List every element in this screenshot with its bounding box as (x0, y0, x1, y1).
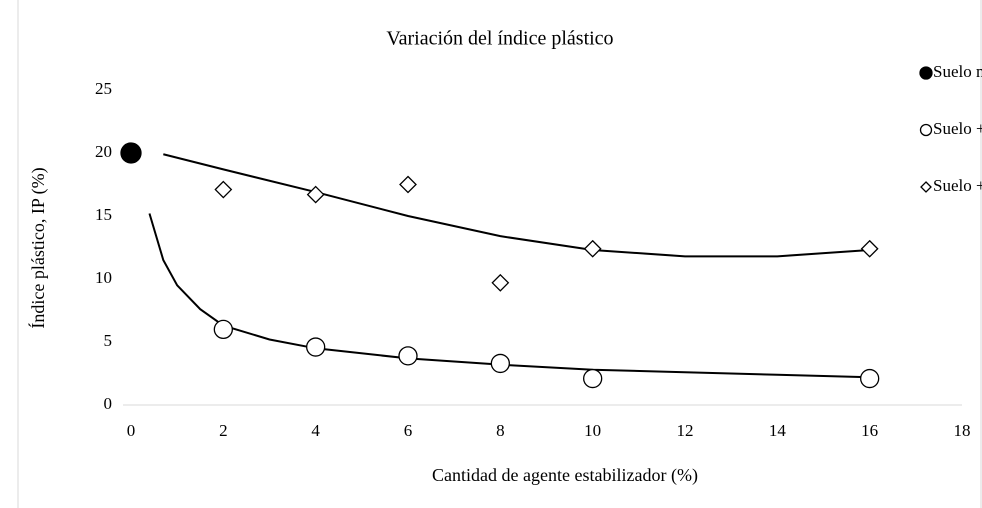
y-tick-label: 15 (95, 205, 112, 224)
point (491, 273, 510, 292)
point (583, 239, 602, 258)
point (213, 319, 233, 340)
x-tick-label: 2 (219, 421, 228, 440)
legend-label: Suelo natural (933, 62, 982, 81)
point (490, 353, 510, 374)
trendline (163, 153, 870, 258)
legend-marker (920, 181, 932, 193)
y-tick-label: 0 (104, 394, 113, 413)
x-tick-label: 10 (584, 421, 601, 440)
legend-marker (919, 66, 933, 80)
chart-title: Variación del índice plástico (386, 28, 613, 50)
x-tick-label: 4 (311, 421, 320, 440)
x-tick-label: 18 (954, 421, 971, 440)
chart-frame (17, 0, 982, 508)
point (860, 239, 879, 258)
y-tick-label: 10 (95, 268, 112, 287)
x-tick-label: 0 (127, 421, 136, 440)
legend-marker (919, 123, 933, 137)
point (120, 142, 142, 164)
legend-label: Suelo + NaCl (933, 119, 982, 138)
x-tick-label: 14 (769, 421, 787, 440)
point (306, 337, 326, 357)
y-axis-label: Índice plástico, IP (%) (27, 167, 49, 328)
point (399, 175, 417, 194)
y-tick-label: 20 (95, 142, 112, 161)
x-tick-label: 8 (496, 421, 505, 440)
point (306, 185, 325, 204)
x-tick-label: 12 (677, 421, 694, 440)
y-tick-label: 5 (104, 331, 113, 350)
point (583, 368, 603, 389)
point (860, 368, 880, 389)
x-axis-label: Cantidad de agente estabilizador (%) (432, 465, 698, 486)
y-tick-label: 25 (95, 79, 112, 98)
x-tick-label: 6 (404, 421, 413, 440)
point (398, 346, 418, 366)
point (214, 180, 233, 199)
x-tick-label: 16 (861, 421, 878, 440)
legend-label: Suelo + CaO (933, 176, 982, 195)
